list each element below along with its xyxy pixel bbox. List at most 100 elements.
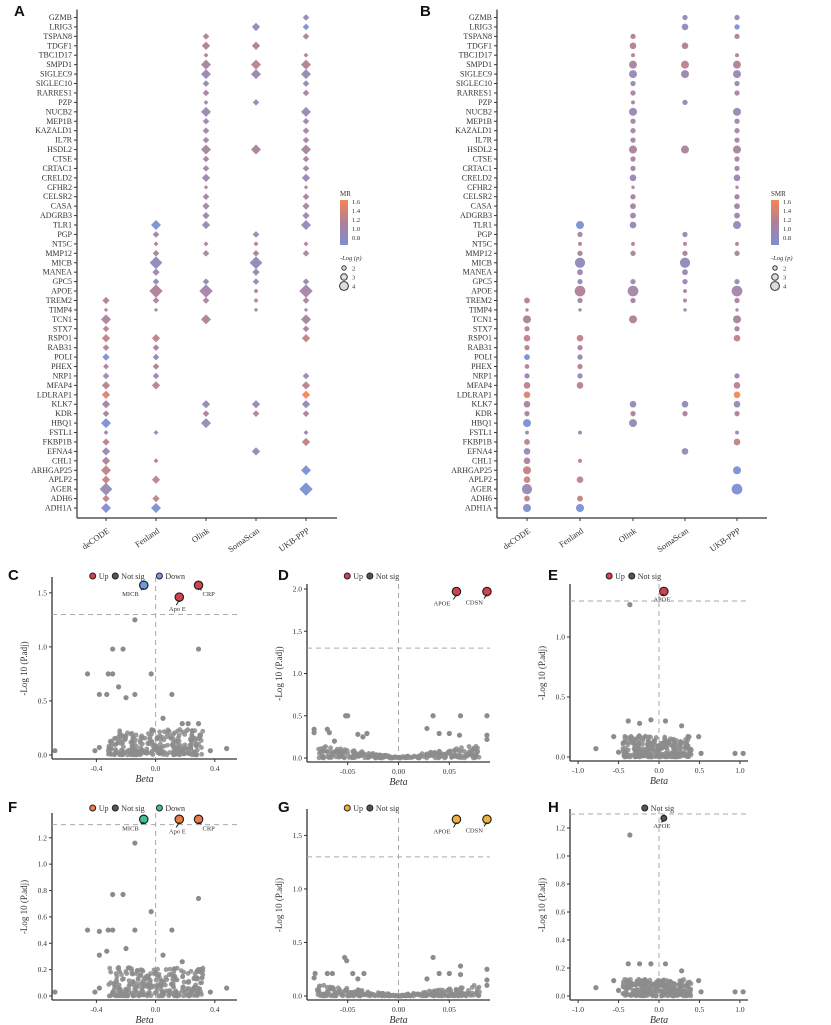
x-tick-label: Olink [617, 525, 639, 545]
dot-marker [101, 418, 111, 429]
data-point [350, 970, 356, 977]
dot-marker [731, 285, 743, 297]
dot-marker [202, 211, 210, 220]
x-tick-label: -1.0 [572, 766, 584, 775]
data-point [673, 754, 679, 760]
data-point [207, 989, 213, 995]
data-point [152, 983, 158, 989]
dot-marker [733, 334, 741, 342]
data-point [118, 751, 124, 757]
data-point [156, 748, 162, 754]
dot-marker [201, 400, 211, 409]
dot-marker [682, 278, 688, 285]
y-tick-label: ADH6 [51, 494, 72, 503]
dot-marker [302, 33, 310, 40]
y-tick-label: 0.0 [556, 992, 566, 1001]
data-point [137, 752, 143, 757]
data-point [195, 976, 201, 981]
x-tick-label: 0.5 [695, 766, 705, 775]
dot-marker [521, 484, 533, 495]
y-tick-label: SMPD1 [46, 60, 72, 69]
data-point [621, 751, 627, 757]
panel-h-volcano: H Not sig 0.0 0.2 0.4 0.6 0.8 1.0 1.2 -1.0 -0.5 0.0… [537, 799, 748, 1025]
data-point [184, 746, 190, 752]
highlighted-point [482, 814, 492, 825]
data-point [366, 752, 372, 758]
data-point [688, 981, 694, 987]
dot-marker [734, 118, 740, 124]
data-point [615, 987, 622, 994]
data-point [167, 988, 173, 994]
data-point [148, 750, 154, 756]
y-tick-label: CFHR2 [467, 183, 492, 192]
dot-marker [734, 90, 740, 96]
dot-marker [682, 14, 688, 21]
size-legend-marker [340, 273, 348, 281]
y-tick-label: STX7 [473, 324, 492, 333]
y-tick-label: LDLRAP1 [37, 390, 72, 399]
data-point [355, 976, 361, 982]
data-point [200, 968, 206, 974]
data-point [199, 992, 204, 997]
data-point [432, 750, 438, 756]
legend-label: Down [165, 804, 185, 813]
dot-marker [733, 391, 741, 399]
data-point [125, 752, 131, 758]
label-connector [198, 821, 202, 825]
highlighted-point [174, 814, 185, 825]
data-point [457, 971, 464, 978]
dot-marker [301, 220, 311, 231]
data-point [430, 713, 436, 719]
data-point [96, 691, 102, 698]
label-connector [175, 599, 180, 606]
dot-marker [102, 372, 110, 380]
dot-marker [577, 345, 583, 351]
y-tick-label: POLI [474, 353, 492, 362]
color-legend-tick: 1.4 [783, 208, 792, 215]
dot-marker [101, 400, 111, 409]
point-label: APOE [653, 596, 670, 603]
y-tick-label: 0.6 [556, 908, 566, 917]
data-point [146, 731, 151, 737]
y-tick-label: 0.0 [38, 992, 48, 1001]
data-point [668, 754, 673, 760]
panel-letter: D [278, 567, 289, 584]
y-tick-label: RSPO1 [468, 334, 492, 343]
data-point [484, 732, 490, 738]
y-tick-label: PHEX [471, 362, 492, 371]
y-tick-label: MMP12 [465, 249, 492, 258]
point-label: APOE [433, 601, 450, 608]
y-tick-label: TIMP4 [469, 305, 492, 314]
highlighted-point [451, 586, 462, 597]
legend-marker [641, 804, 649, 812]
dot-marker [682, 231, 688, 238]
y-tick-label: 0.5 [293, 938, 303, 947]
data-point [153, 977, 159, 983]
data-point [680, 740, 686, 746]
dot-marker [524, 411, 530, 417]
y-tick-label: NT5C [472, 239, 492, 248]
data-point [593, 985, 599, 991]
data-point [167, 966, 173, 972]
data-point [376, 754, 382, 760]
panel-f-volcano: F Up Not sig Down 0.0 0.2 0.4 0.6 0.8 1.0 1.2 -0.4 0… [8, 799, 237, 1025]
data-point [456, 993, 462, 999]
dot-marker [630, 194, 636, 200]
y-tick-label: TDGF1 [47, 41, 72, 50]
dot-marker [202, 193, 210, 201]
data-point [52, 989, 58, 995]
data-point [331, 738, 338, 744]
dot-marker [524, 297, 530, 304]
y-tick-label: TDGF1 [467, 41, 492, 50]
y-tick-label: 0.5 [556, 693, 566, 702]
data-point [171, 966, 177, 972]
panel-letter: F [8, 799, 17, 816]
color-legend-bar [340, 200, 348, 245]
legend-marker [89, 572, 97, 580]
data-point [641, 734, 647, 740]
data-point [350, 749, 355, 754]
data-point [447, 751, 453, 757]
dot-marker [299, 284, 313, 298]
color-legend-title: SMR [771, 190, 786, 198]
data-point [682, 988, 687, 994]
